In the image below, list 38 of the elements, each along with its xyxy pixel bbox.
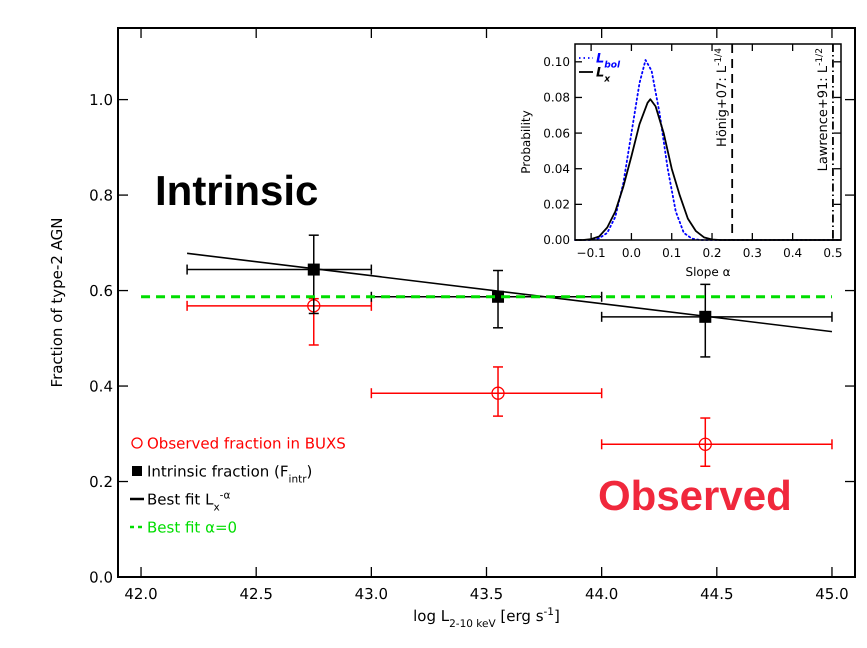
- legend-label: Observed fraction in BUXS: [147, 434, 346, 452]
- x-tick-label: 44.0: [584, 585, 618, 603]
- y-tick-label: 0.08: [543, 90, 570, 105]
- point: [698, 438, 712, 451]
- x-tick-label: −0.1: [576, 246, 606, 260]
- y-tick-label: 0.04: [543, 162, 570, 176]
- x-axis-title: Slope α: [685, 265, 731, 279]
- legend-label: Intrinsic fraction (F$_{intr}$): [147, 462, 312, 486]
- x-tick-label: 0.0: [622, 246, 641, 260]
- y-tick-label: 0.2: [89, 472, 113, 491]
- x-tick-label: 0.1: [662, 246, 682, 260]
- x-tick-label: 43.0: [354, 585, 388, 603]
- x-tick-label: 0.3: [742, 246, 762, 260]
- legend-label: Best fit α=0: [147, 518, 238, 536]
- x-tick-label: 0.2: [702, 246, 722, 260]
- x-tick-label: 44.5: [700, 585, 734, 603]
- y-tick-label: 0.02: [543, 198, 570, 212]
- x-tick-label: 42.0: [124, 585, 158, 603]
- x-axis-title: log L$_{2-10 keV}$ [erg s$^{-1}$]: [413, 606, 560, 630]
- x-tick-label: 0.5: [823, 246, 842, 260]
- annotation: Intrinsic: [155, 167, 318, 214]
- y-tick-label: 0.0: [89, 568, 113, 586]
- point: [307, 299, 320, 312]
- y-tick-label: 0.00: [543, 233, 570, 248]
- y-tick-label: 0.10: [543, 55, 570, 70]
- y-tick-label: 0.6: [89, 282, 113, 300]
- x-tick-label: 43.5: [470, 585, 504, 603]
- y-tick-label: 0.8: [89, 186, 113, 204]
- y-tick-label: 0.4: [89, 377, 113, 396]
- x-tick-label: 42.5: [239, 585, 273, 603]
- y-tick-label: 0.06: [543, 126, 570, 140]
- point: [491, 386, 505, 400]
- y-axis-title: Fraction of type-2 AGN: [48, 218, 66, 388]
- y-axis-title: Probability: [519, 110, 533, 174]
- x-tick-label: 45.0: [815, 585, 849, 603]
- x-tick-label: 0.4: [783, 246, 802, 260]
- y-tick-label: 1.0: [89, 90, 113, 109]
- annotation: Observed: [598, 472, 792, 519]
